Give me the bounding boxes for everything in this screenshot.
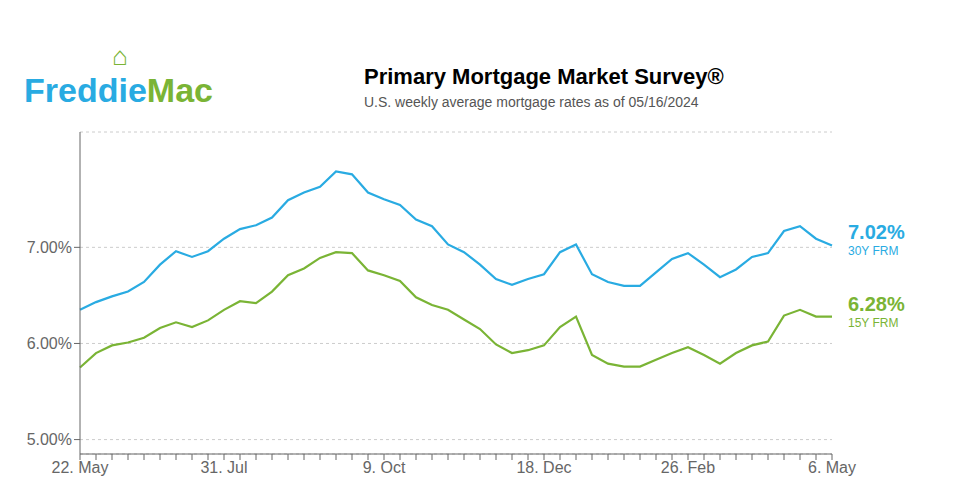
svg-text:18. Dec: 18. Dec (516, 459, 571, 476)
html-text:Freddie Mac: Freddie Mac (24, 71, 213, 109)
svg-text:6.00%: 6.00% (27, 335, 72, 352)
svg-text:30Y FRM: 30Y FRM (848, 244, 898, 258)
svg-text:7.00%: 7.00% (27, 239, 72, 256)
html-text:Primary Mortgage Market Survey: Primary Mortgage Market Survey® (364, 64, 724, 89)
svg-text:6.28%: 6.28% (848, 293, 905, 315)
svg-text:5.00%: 5.00% (27, 431, 72, 448)
svg-text:22. May: 22. May (52, 459, 109, 476)
svg-text:26. Feb: 26. Feb (661, 459, 715, 476)
html-text:U.S. weekly average mortgage r: U.S. weekly average mortgage rates as of… (364, 94, 699, 110)
svg-text:15Y FRM: 15Y FRM (848, 316, 898, 330)
svg-text:31. Jul: 31. Jul (200, 459, 247, 476)
svg-text:9. Oct: 9. Oct (363, 459, 406, 476)
svg-text:6. May: 6. May (808, 459, 856, 476)
svg-text:7.02%: 7.02% (848, 221, 905, 243)
